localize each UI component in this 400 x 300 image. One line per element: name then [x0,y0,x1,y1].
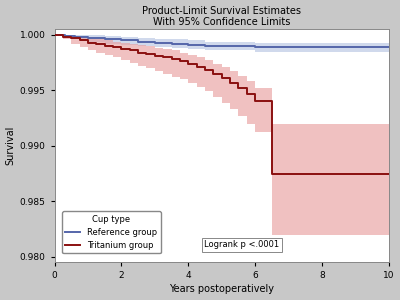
Y-axis label: Survival: Survival [6,126,16,166]
Title: Product-Limit Survival Estimates
With 95% Confidence Limits: Product-Limit Survival Estimates With 95… [142,6,301,27]
X-axis label: Years postoperatively: Years postoperatively [169,284,274,294]
Legend: Reference group, Tritanium group: Reference group, Tritanium group [62,212,160,254]
Text: Logrank p <.0001: Logrank p <.0001 [204,240,279,249]
